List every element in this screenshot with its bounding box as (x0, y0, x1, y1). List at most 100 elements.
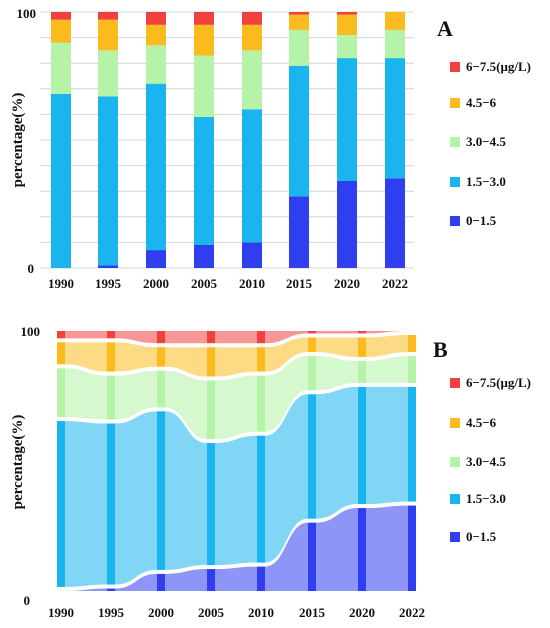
flow-4.5-6-1990-1995 (65, 342, 107, 372)
bar-segment-4.5-6-1995 (98, 19, 118, 51)
flow-6-7.5-2000-2005 (165, 331, 207, 344)
panel-a-y-axis-label: percentage(%) (10, 93, 26, 188)
flow-3.0-4.5-1990-1995 (65, 368, 107, 420)
panel-b-legend-label-6-7.5: 6−7.5(μg/L) (466, 375, 531, 390)
bar-segment-6-7.5-2020 (337, 12, 357, 15)
node-0-1.5-1995 (107, 588, 115, 591)
panel-b-legend-label-1.5-3.0: 1.5−3.0 (466, 491, 506, 506)
panel-b-nodes (57, 331, 416, 591)
bar-segment-3.0-4.5-2005 (194, 55, 214, 117)
node-6-7.5-2015 (308, 331, 316, 334)
bar-segment-1.5-3.0-1995 (98, 96, 118, 266)
node-1.5-3.0-2015 (308, 394, 316, 519)
node-3.0-4.5-2005 (207, 380, 215, 440)
flow-6-7.5-2005-2010 (215, 331, 257, 344)
flow-4.5-6-2005-2010 (215, 347, 257, 377)
flow-1.5-3.0-2010-2015 (265, 394, 308, 563)
bar-segment-3.0-4.5-2015 (289, 29, 309, 66)
node-4.5-6-2022 (408, 335, 416, 353)
panel-a-x-tick-label: 2015 (286, 276, 313, 291)
node-0-1.5-2022 (408, 505, 416, 591)
panel-a-x-tick-label: 1995 (95, 276, 122, 291)
flow-0-1.5-2005-2010 (215, 566, 257, 591)
node-6-7.5-2000 (157, 331, 165, 344)
bar-segment-4.5-6-1990 (51, 19, 71, 43)
panel-b-y-tick-0: 0 (24, 593, 31, 608)
node-0-1.5-2010 (257, 566, 265, 591)
panel-a-x-tick-label: 2010 (239, 276, 265, 291)
node-4.5-6-2010 (257, 347, 265, 372)
panel-a-legend-swatch-3.0-4.5 (450, 137, 460, 147)
flow-1.5-3.0-2000-2005 (165, 411, 207, 570)
bar-segment-6-7.5-1995 (98, 12, 118, 20)
bar-segment-4.5-6-2022 (385, 12, 405, 30)
flow-6-7.5-2015-2020 (316, 331, 358, 334)
flow-4.5-6-1995-2000 (115, 342, 157, 372)
panel-b-legend-swatch-6-7.5 (450, 378, 460, 388)
bar-segment-6-7.5-1990 (51, 12, 71, 20)
panel-a-y-tick-100: 100 (17, 6, 37, 21)
panel-b-x-ticks: 1990 1995 2000 2005 2010 2015 2020 2022 (48, 605, 425, 620)
node-6-7.5-2005 (207, 331, 215, 344)
bar-segment-1.5-3.0-2005 (194, 116, 214, 245)
panel-b-y-axis-label: percentage(%) (10, 415, 26, 510)
node-3.0-4.5-2022 (408, 356, 416, 383)
flow-1.5-3.0-1990-1995 (65, 421, 107, 587)
flow-6-7.5-1995-2000 (115, 331, 157, 344)
bar-segment-3.0-4.5-2000 (146, 45, 166, 84)
bar-segment-0-1.5-2022 (385, 178, 405, 268)
panel-b-legend: 6−7.5(μg/L) 4.5−6 3.0−4.5 1.5−3.0 0−1.5 (450, 375, 531, 544)
flow-0-1.5-2020-2022 (366, 505, 408, 591)
panel-b-y-tick-100: 100 (21, 324, 41, 339)
panel-a-x-tick-label: 2005 (191, 276, 218, 291)
node-1.5-3.0-2000 (157, 411, 165, 570)
panel-a-x-tick-label: 2000 (143, 276, 169, 291)
panel-a-legend-swatch-6-7.5 (450, 62, 460, 72)
node-1.5-3.0-2022 (408, 386, 416, 502)
flow-0-1.5-2010-2015 (265, 522, 308, 591)
panel-b-legend-swatch-3.0-4.5 (450, 457, 460, 467)
panel-a-legend-label-1.5-3.0: 1.5−3.0 (466, 174, 506, 189)
bar-segment-0-1.5-2020 (337, 180, 357, 268)
panel-a-legend-label-6-7.5: 6−7.5(μg/L) (466, 59, 531, 74)
panel-b-x-tick-label: 2010 (248, 605, 274, 620)
node-6-7.5-2010 (257, 331, 265, 344)
bar-segment-0-1.5-2005 (194, 244, 214, 268)
flow-4.5-6-2020-2022 (366, 335, 408, 357)
node-0-1.5-2005 (207, 569, 215, 591)
panel-b-legend-swatch-4.5-6 (450, 418, 460, 428)
flow-0-1.5-1995-2000 (115, 573, 157, 591)
bar-segment-0-1.5-2015 (289, 196, 309, 268)
panel-b-legend-label-0-1.5: 0−1.5 (466, 529, 497, 544)
node-4.5-6-2005 (207, 347, 215, 377)
flow-3.0-4.5-2015-2020 (316, 356, 358, 391)
node-1.5-3.0-1990 (57, 421, 65, 587)
bar-segment-6-7.5-2015 (289, 12, 309, 15)
flow-3.0-4.5-2020-2022 (366, 356, 408, 383)
panel-b-label: B (433, 337, 448, 362)
bar-segment-4.5-6-2015 (289, 14, 309, 30)
bar-segment-4.5-6-2010 (242, 24, 262, 51)
bar-segment-0-1.5-2000 (146, 250, 166, 268)
node-3.0-4.5-2010 (257, 375, 265, 432)
panel-a-legend-swatch-1.5-3.0 (450, 177, 460, 187)
bar-segment-4.5-6-2005 (194, 24, 214, 56)
node-3.0-4.5-2015 (308, 356, 316, 391)
node-3.0-4.5-2000 (157, 370, 165, 408)
bar-segment-1.5-3.0-2022 (385, 58, 405, 179)
panel-a-gridlines (40, 11, 414, 269)
flow-0-1.5-2015-2020 (316, 508, 358, 591)
node-6-7.5-2020 (358, 331, 366, 334)
bar-segment-3.0-4.5-1995 (98, 50, 118, 97)
bar-segment-1.5-3.0-2000 (146, 83, 166, 251)
node-3.0-4.5-1990 (57, 368, 65, 418)
bar-segment-6-7.5-2000 (146, 12, 166, 25)
panel-a-x-tick-label: 2022 (382, 276, 408, 291)
flow-1.5-3.0-1995-2000 (115, 411, 157, 585)
node-1.5-3.0-1995 (107, 423, 115, 585)
panel-a-legend-swatch-0-1.5 (450, 216, 460, 226)
node-4.5-6-1995 (107, 342, 115, 372)
bar-segment-3.0-4.5-2022 (385, 29, 405, 59)
node-4.5-6-2020 (358, 337, 366, 357)
